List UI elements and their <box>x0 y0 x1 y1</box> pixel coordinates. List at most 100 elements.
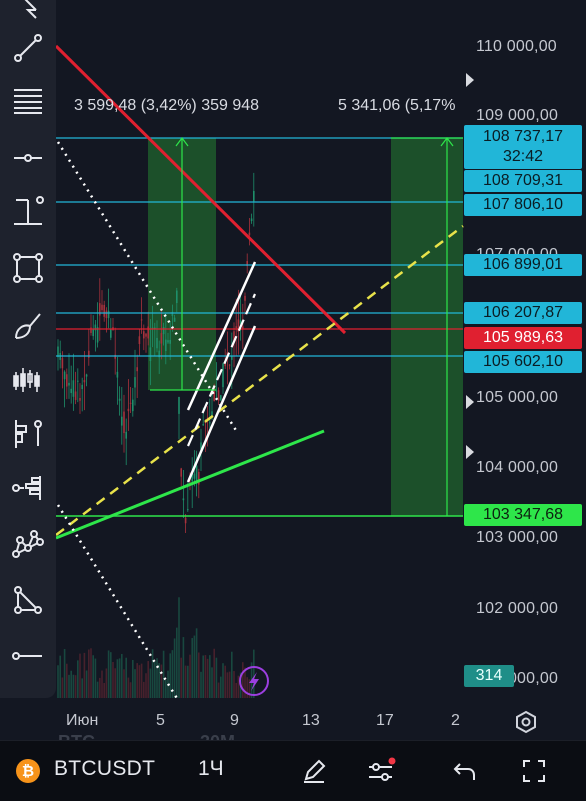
price-label: 105 989,63 <box>464 327 582 349</box>
candle-body <box>246 261 248 267</box>
volume-bar <box>79 653 81 698</box>
fib-tool[interactable] <box>6 78 50 122</box>
lightning-button[interactable] <box>239 666 269 696</box>
triangle-tool[interactable] <box>6 578 50 622</box>
volume-bar <box>103 682 105 698</box>
candle-body <box>107 310 110 319</box>
red-trendline[interactable] <box>54 44 347 335</box>
candle-body <box>180 468 182 477</box>
volume-bar <box>154 661 156 698</box>
brush-icon <box>15 313 41 339</box>
drawing-button[interactable] <box>298 755 330 787</box>
candle-body <box>237 319 240 332</box>
fullscreen-button[interactable] <box>518 755 550 787</box>
volume-bar <box>226 672 229 698</box>
candle-body <box>250 218 253 222</box>
candle-body <box>154 327 156 329</box>
volume-bar <box>202 655 204 698</box>
volume-bar <box>206 658 209 698</box>
candle-body <box>242 326 244 329</box>
candle-body <box>149 347 152 362</box>
volume-bar <box>127 677 130 698</box>
yellow-dashed-trendline[interactable] <box>55 225 464 536</box>
candles-layer <box>57 172 255 534</box>
chart-area[interactable]: 3 599,48 (3,42%) 359 948 5 341,06 (5,17% <box>0 0 586 740</box>
long-position-tool[interactable] <box>6 412 50 456</box>
volume-bar <box>81 678 83 698</box>
candle-body <box>248 232 251 236</box>
volume-bar <box>211 667 213 698</box>
long-position-icon <box>15 420 42 448</box>
volume-bar <box>244 667 246 698</box>
time-tick: 5 <box>156 712 165 729</box>
channel-mid[interactable] <box>186 293 257 447</box>
volume-bar <box>94 658 97 698</box>
cursor-icon <box>24 0 37 19</box>
horizontal-line-icon <box>12 652 42 660</box>
trend-line-tool[interactable] <box>6 26 50 70</box>
green-trendline[interactable] <box>55 429 325 540</box>
time-axis[interactable]: Июн 5 9 13 17 2 <box>0 705 586 740</box>
undo-button[interactable] <box>449 755 481 787</box>
volume-bar <box>134 669 136 698</box>
fib-lines-icon <box>14 89 42 114</box>
measure-left-arrow <box>175 137 189 147</box>
price-chart[interactable] <box>0 0 586 705</box>
cursor-tool[interactable] <box>6 0 50 30</box>
candle-body <box>68 382 70 386</box>
candle-body <box>134 377 136 388</box>
time-tick: 17 <box>376 712 394 729</box>
interval-button[interactable]: 1Ч <box>198 757 224 780</box>
channel-upper[interactable] <box>186 261 257 411</box>
volume-bar <box>136 663 138 698</box>
price-tick: 105 000,00 <box>476 389 559 406</box>
volume-bar <box>224 665 226 698</box>
volume-bar <box>107 650 110 698</box>
candle-body <box>222 363 224 388</box>
chart-settings-button[interactable] <box>514 710 538 739</box>
volume-bar <box>70 670 72 698</box>
scroll-arrow-icon[interactable] <box>466 395 474 409</box>
rectangle-tool[interactable] <box>6 246 50 290</box>
price-tick: 109 000,00 <box>476 107 559 124</box>
candle-body <box>158 350 160 358</box>
pattern-tool[interactable] <box>6 522 50 566</box>
volume-bar <box>116 659 119 698</box>
price-axis[interactable]: 110 000,00 109 000,00 107 000,00 105 000… <box>464 0 586 705</box>
volume-bar <box>162 650 165 698</box>
candle-body <box>215 390 218 392</box>
candles-tool[interactable] <box>6 358 50 402</box>
candle-body <box>70 388 72 394</box>
horizontal-line-tool[interactable] <box>6 634 50 678</box>
candle-body <box>125 431 127 439</box>
volume-bar <box>123 669 125 698</box>
volume-bar <box>74 675 77 698</box>
candle-body <box>193 473 196 479</box>
candle-body <box>96 327 99 343</box>
volume-profile-tool[interactable] <box>6 466 50 510</box>
volume-bar <box>99 677 101 698</box>
symbol-button[interactable]: BTCUSDT <box>54 757 156 780</box>
horizontal-ray-tool[interactable] <box>6 136 50 180</box>
horizontal-ray-icon <box>14 154 42 162</box>
measure-right-text: 5 341,06 (5,17% <box>338 97 456 114</box>
candle-body <box>85 374 88 377</box>
brush-tool[interactable] <box>6 304 50 348</box>
candle-body <box>132 399 134 412</box>
volume-bar <box>178 597 180 698</box>
white-dotted-line-2[interactable] <box>56 504 180 701</box>
candle-body <box>253 190 255 202</box>
scroll-arrow-icon[interactable] <box>466 73 474 87</box>
vertical-line-tool[interactable] <box>6 190 50 234</box>
scroll-arrow-icon[interactable] <box>466 445 474 459</box>
channel-lower[interactable] <box>186 325 257 483</box>
volume-bar <box>173 638 176 698</box>
candle-body <box>143 331 145 339</box>
current-price-label: 108 737,17 32:42 <box>464 125 582 169</box>
volume-bar <box>204 655 207 698</box>
indicators-button[interactable] <box>364 755 398 787</box>
fullscreen-icon <box>523 760 545 782</box>
volume-bar <box>180 657 182 698</box>
volume-bar <box>112 661 114 698</box>
white-dotted-line-1[interactable] <box>56 141 239 433</box>
